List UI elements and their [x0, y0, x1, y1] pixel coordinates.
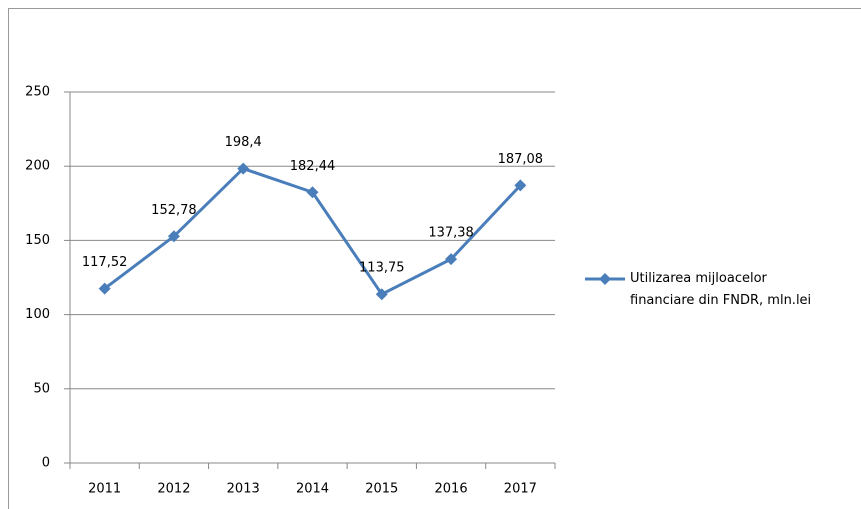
data-point — [306, 186, 319, 199]
y-tick-label: 50 — [33, 381, 50, 396]
data-label: 182,44 — [290, 159, 336, 174]
x-tick-label: 2013 — [227, 482, 260, 497]
data-point — [514, 179, 527, 192]
chart-border — [8, 8, 861, 509]
data-point — [375, 288, 388, 301]
y-tick-label: 0 — [42, 456, 50, 471]
x-tick-label: 2017 — [504, 482, 537, 497]
data-label: 152,78 — [151, 203, 197, 218]
x-tick-label: 2014 — [296, 482, 329, 497]
y-tick-label: 200 — [25, 159, 50, 174]
data-label: 198,4 — [225, 135, 262, 150]
x-tick-label: 2012 — [157, 482, 190, 497]
data-point — [445, 253, 458, 266]
y-tick-label: 250 — [25, 85, 50, 100]
y-tick-label: 100 — [25, 307, 50, 322]
data-label: 187,08 — [498, 152, 544, 167]
y-tick-label: 150 — [25, 233, 50, 248]
x-tick-label: 2015 — [365, 482, 398, 497]
x-tick-label: 2016 — [435, 482, 468, 497]
data-point — [237, 162, 250, 175]
data-point — [98, 282, 111, 295]
data-point — [167, 230, 180, 243]
legend-label: Utilizarea mijloacelor financiare din FN… — [630, 271, 812, 308]
legend-marker — [599, 273, 611, 285]
x-tick-label: 2011 — [88, 482, 121, 497]
data-label: 113,75 — [359, 261, 405, 276]
data-label: 137,38 — [428, 226, 474, 241]
data-label: 117,52 — [82, 255, 128, 270]
